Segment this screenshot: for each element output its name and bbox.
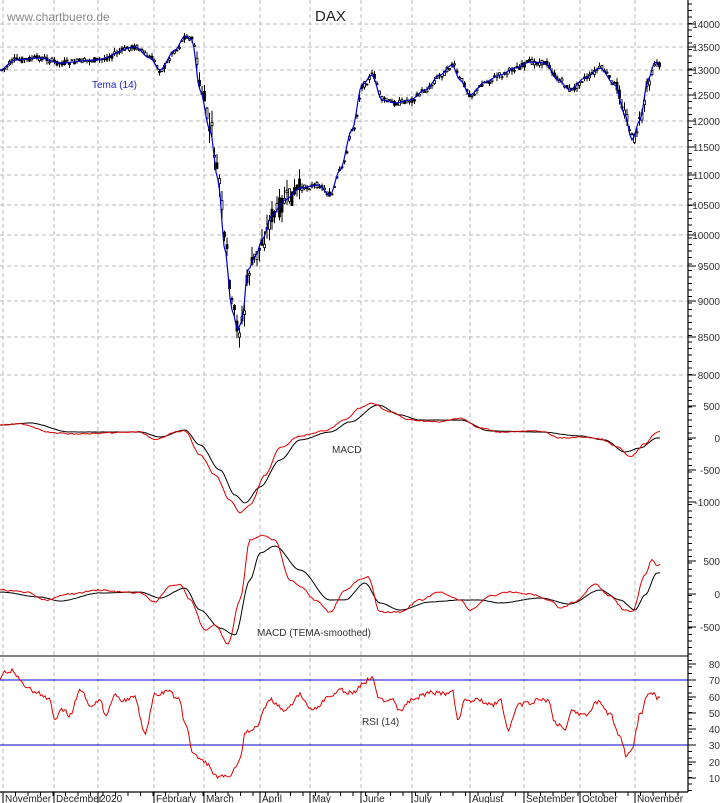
y-tick-label: -500 [700,466,720,477]
y-tick-label: 11500 [693,143,721,154]
month-label: April [262,794,282,803]
y-tick-label: 40 [709,725,721,736]
chart-title: DAX [315,8,346,25]
rsi-label: RSI (14) [362,717,399,728]
y-tick-label: -500 [700,623,720,634]
y-tick-label: 12500 [692,91,720,102]
month-label: November [637,794,684,803]
month-label: September [526,794,576,803]
rsi-line [0,667,661,780]
y-tick-label: 60 [709,693,721,704]
y-tick-label: 11000 [693,171,721,182]
month-label: 2020 [100,794,123,803]
y-tick-label: 8000 [698,371,721,382]
y-axis-ticks: 1400013500130001250012000115001100010500… [688,3,721,791]
y-tick-label: 500 [703,402,720,413]
month-label: March [206,794,234,803]
month-label: February [156,794,196,803]
gridlines [0,0,688,792]
macd-tema-label: MACD (TEMA-smoothed) [257,628,371,639]
y-tick-label: 13500 [692,43,720,54]
y-tick-label: 0 [714,590,720,601]
y-tick-label: 500 [703,557,720,568]
y-tick-label: 80 [709,660,721,671]
macd-tema-signal-line [0,545,661,636]
month-label: December [56,794,103,803]
y-tick-label: 12000 [692,117,720,128]
y-tick-label: 70 [709,676,721,687]
y-tick-label: 10 [709,774,721,785]
y-tick-label: 8500 [698,333,721,344]
month-label: May [312,794,331,803]
y-tick-label: 30 [709,741,721,752]
month-label: October [582,794,618,803]
macd-label: MACD [332,445,361,456]
y-tick-label: 14000 [692,20,720,31]
month-label: July [414,794,432,803]
y-tick-label: 9000 [698,297,721,308]
tema-line [0,35,661,332]
y-tick-label: 13000 [692,66,720,77]
macd-tema-line [0,534,661,645]
y-tick-label: 9500 [698,262,721,273]
watermark: www.chartbuero.de [6,10,110,24]
macd-line [0,402,661,514]
y-tick-label: 0 [714,434,720,445]
month-label: November [5,794,52,803]
month-label: August [472,794,503,803]
month-label: June [363,794,385,803]
y-tick-label: 20 [709,758,721,769]
macd-signal-line [0,404,661,504]
y-tick-label: -1000 [694,498,720,509]
y-tick-label: 10000 [692,231,720,242]
y-tick-label: 50 [709,709,721,720]
tema-label: Tema (14) [92,80,137,91]
y-tick-label: 10500 [692,201,720,212]
